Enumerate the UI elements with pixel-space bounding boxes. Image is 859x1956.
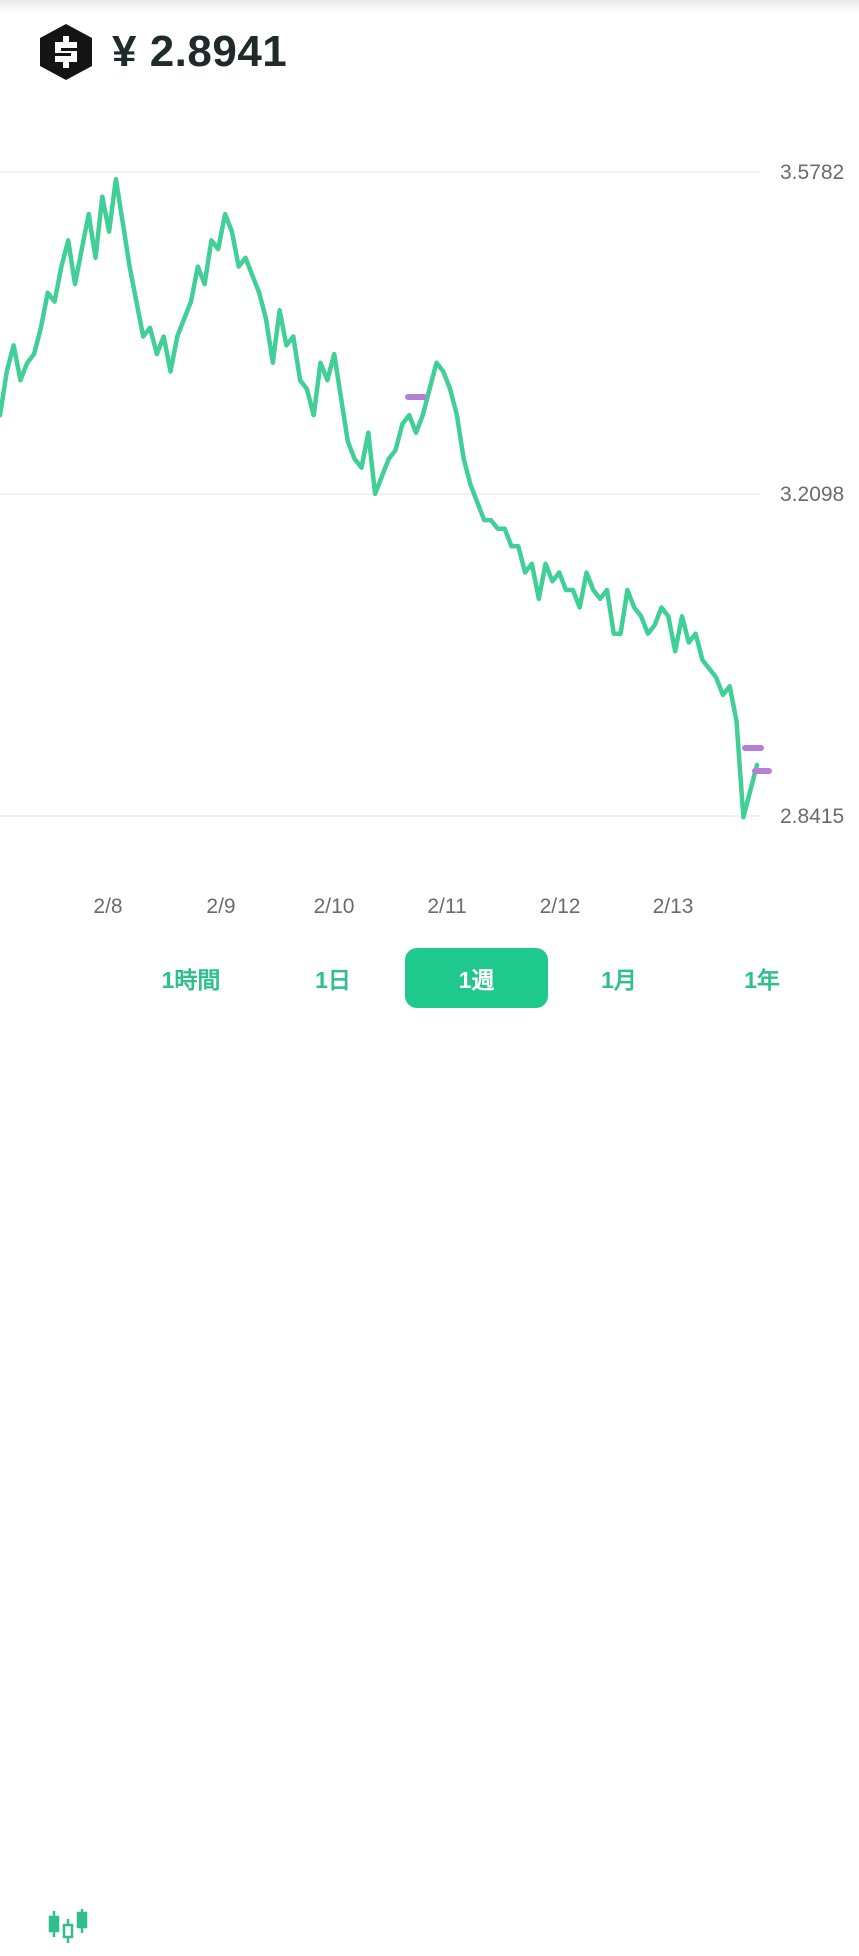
x-axis-tick-label: 2/8: [93, 895, 122, 918]
x-axis-tick-label: 2/13: [653, 895, 694, 918]
tab-1-hour[interactable]: 1時間: [161, 967, 221, 993]
timeframe-tabs: 1時間 1日 1週 1月 1年: [0, 948, 859, 1943]
iost-logo-icon: [40, 24, 92, 80]
top-shadow: [0, 0, 859, 14]
x-axis-tick-label: 2/9: [206, 895, 235, 918]
tab-1-year[interactable]: 1年: [744, 967, 780, 993]
tab-1-week[interactable]: 1週: [405, 948, 548, 1008]
trade-marker: [752, 768, 772, 774]
y-axis-tick-label: 3.2098: [780, 483, 844, 506]
x-axis-tick-label: 2/10: [314, 895, 355, 918]
current-price: ¥ 2.8941: [112, 27, 288, 76]
tab-1-month[interactable]: 1月: [601, 967, 637, 993]
price-header: ¥ 2.8941: [38, 22, 287, 82]
y-axis-tick-label: 3.5782: [780, 161, 844, 184]
tab-1-day[interactable]: 1日: [315, 967, 351, 993]
trade-marker: [742, 745, 764, 751]
trade-marker: [405, 394, 427, 400]
price-chart: 3.5782 3.2098 2.8415 2/8 2/9 2/10 2/11 2/12 2/1…: [0, 161, 844, 918]
x-axis-tick-label: 2/12: [540, 895, 581, 918]
price-line-series: [0, 176, 760, 820]
y-axis-tick-label: 2.8415: [780, 805, 844, 828]
candlestick-chart-toggle[interactable]: [40, 1896, 96, 1956]
x-axis-tick-label: 2/11: [427, 895, 466, 918]
candlestick-chart-icon: [48, 1909, 88, 1943]
